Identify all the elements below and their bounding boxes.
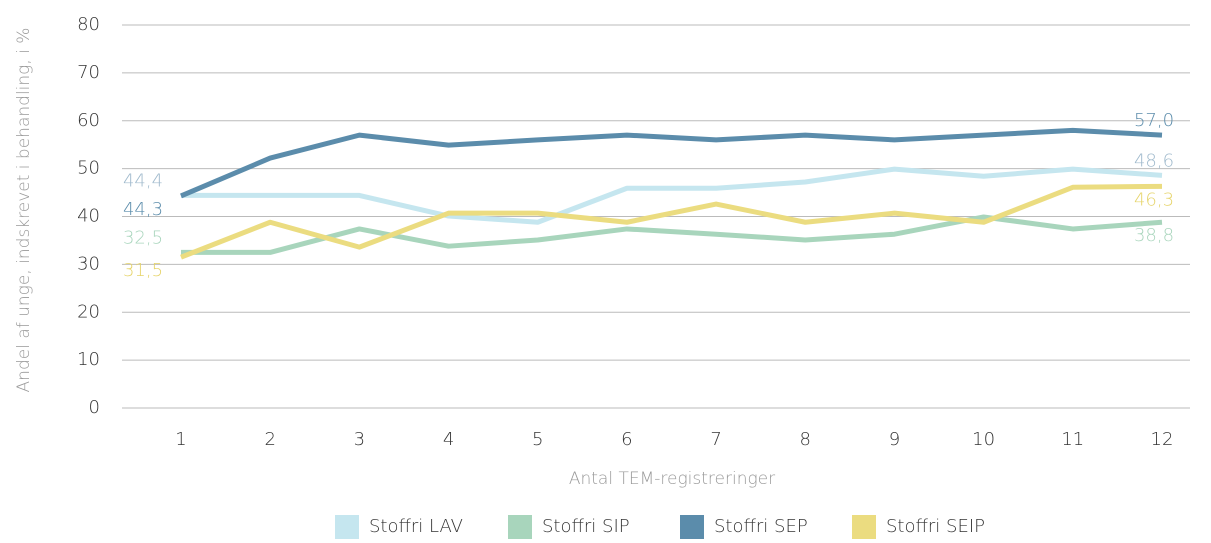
x-tick-label: 5: [532, 429, 543, 450]
y-axis-label: Andel af unge, indskrevet i behandling, …: [14, 28, 34, 393]
legend-swatch: [852, 515, 876, 539]
y-tick-label: 30: [77, 253, 100, 274]
legend-label: Stoffri SEP: [714, 516, 808, 537]
x-tick-label: 10: [972, 429, 995, 450]
x-tick-label: 9: [889, 429, 900, 450]
x-tick-label: 1: [175, 429, 186, 450]
legend-swatch: [680, 515, 704, 539]
x-tick-label: 6: [621, 429, 632, 450]
legend-label: Stoffri SIP: [542, 516, 630, 537]
value-label: 48,6: [1134, 150, 1174, 171]
value-label: 38,8: [1134, 225, 1174, 246]
legend-label: Stoffri SEIP: [886, 516, 985, 537]
value-label: 44,4: [123, 170, 163, 191]
x-tick-label: 4: [443, 429, 454, 450]
line: [181, 214, 1163, 255]
line: [180, 183, 1163, 260]
x-tick-label: 7: [710, 429, 721, 450]
x-tick-label: 3: [354, 429, 365, 450]
x-tick-label: 8: [800, 429, 811, 450]
value-label: 57,0: [1134, 110, 1174, 131]
legend-label: Stoffri LAV: [369, 516, 463, 537]
value-label: 31,5: [123, 260, 163, 281]
value-label: 46,3: [1134, 189, 1174, 210]
y-tick-label: 60: [77, 110, 100, 131]
line: [181, 166, 1163, 225]
value-label: 32,5: [123, 227, 163, 248]
x-tick-label: 11: [1061, 429, 1084, 450]
y-tick-label: 70: [77, 62, 100, 83]
value-label: 44,3: [123, 199, 163, 220]
y-tick-label: 50: [77, 158, 100, 179]
y-tick-label: 0: [89, 397, 100, 418]
line: [180, 127, 1163, 199]
y-tick-label: 10: [77, 349, 100, 370]
x-tick-label: 2: [264, 429, 275, 450]
y-tick-label: 20: [77, 301, 100, 322]
y-tick-label: 80: [77, 14, 100, 35]
x-tick-label: 12: [1151, 429, 1174, 450]
x-axis-label: Antal TEM-registreringer: [569, 469, 775, 489]
legend-swatch: [335, 515, 359, 539]
y-tick-label: 40: [77, 206, 100, 227]
legend-swatch: [508, 515, 532, 539]
